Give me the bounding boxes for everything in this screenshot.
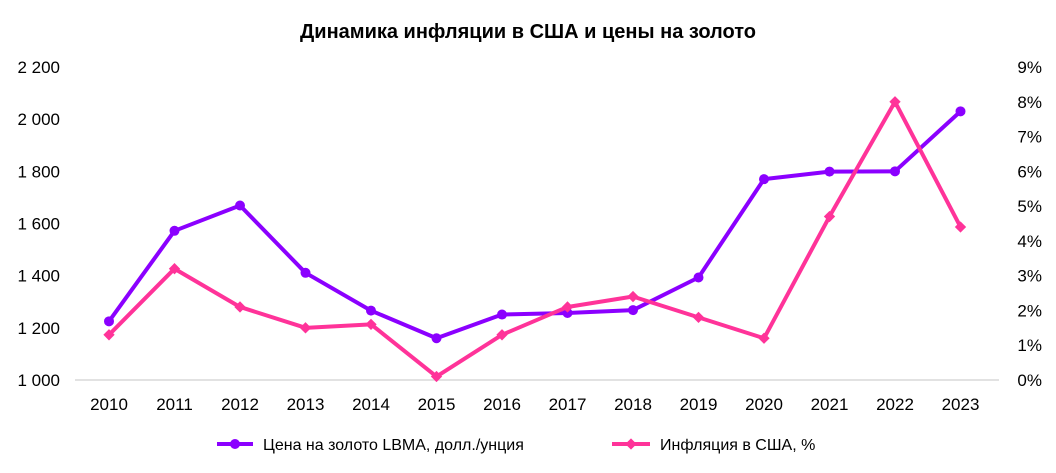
legend-gold-label: Цена на золото LBMA, долл./унция	[263, 437, 524, 454]
data-point-inflation	[692, 311, 705, 324]
data-point-inflation	[627, 290, 639, 303]
left-tick-label: 1 400	[17, 267, 60, 286]
data-point-inflation	[758, 332, 770, 344]
data-point-inflation	[430, 370, 443, 383]
left-tick-label: 1 800	[17, 162, 60, 181]
legend-item-inflation: Инфляция в США, %	[612, 437, 815, 454]
x-tick-label: 2011	[156, 395, 193, 414]
data-point-gold-price	[562, 307, 573, 318]
right-tick-label: 7%	[1017, 128, 1042, 147]
data-point-gold-price	[824, 166, 835, 177]
data-point-inflation	[299, 322, 312, 334]
data-point-gold-price	[235, 200, 245, 211]
data-point-gold-price	[104, 316, 114, 327]
left-tick-label: 1 000	[17, 371, 60, 390]
data-point-inflation	[561, 301, 574, 313]
x-tick-label: 2017	[549, 395, 587, 414]
right-tick-label: 5%	[1017, 197, 1042, 216]
data-point-gold-price	[431, 333, 442, 344]
x-tick-label: 2023	[942, 395, 980, 414]
legend-inflation-label: Инфляция в США, %	[660, 437, 815, 454]
data-point-gold-price	[628, 305, 638, 316]
x-tick-label: 2014	[352, 395, 390, 414]
x-tick-label: 2018	[614, 395, 652, 414]
data-point-gold-price	[497, 309, 507, 320]
data-point-gold-price	[693, 272, 704, 283]
x-axis-ticks: 2010 2011 2012 2013 2014 2015 2016 2017 2018 2019…	[90, 395, 979, 414]
x-tick-label: 2012	[221, 395, 259, 414]
series-line-inflation	[107, 99, 963, 379]
data-point-gold-price	[300, 267, 311, 278]
legend: Цена на золото LBMA, долл./унция Инфляци…	[217, 437, 815, 454]
left-axis-ticks: 1 000 1 200 1 400 1 600 1 800 2 000 2 200	[17, 58, 60, 390]
x-tick-label: 2016	[483, 395, 521, 414]
data-point-inflation	[365, 318, 377, 331]
data-point-gold-price	[890, 166, 900, 177]
data-point-inflation	[496, 329, 508, 341]
right-tick-label: 8%	[1017, 93, 1042, 112]
left-tick-label: 2 000	[17, 110, 60, 129]
data-point-gold-price	[955, 106, 966, 117]
x-tick-label: 2019	[680, 395, 718, 414]
right-tick-label: 4%	[1017, 232, 1042, 251]
legend-gold-marker	[230, 439, 240, 449]
data-point-gold-price	[759, 174, 769, 185]
right-axis-ticks: 0% 1% 2% 3% 4% 5% 6% 7% 8% 9%	[1017, 58, 1042, 390]
x-tick-label: 2022	[876, 395, 914, 414]
series-inflation	[103, 96, 967, 383]
series-layer	[103, 96, 967, 383]
left-tick-label: 1 200	[17, 319, 60, 338]
data-point-gold-price	[169, 225, 180, 236]
left-tick-label: 1 600	[17, 215, 60, 234]
x-tick-label: 2020	[745, 395, 783, 414]
x-tick-label: 2015	[418, 395, 456, 414]
right-tick-label: 6%	[1017, 162, 1042, 181]
data-point-inflation	[168, 263, 181, 275]
series-line-gold-price	[107, 109, 962, 341]
legend-inflation-marker	[625, 438, 637, 450]
right-tick-label: 0%	[1017, 371, 1042, 390]
chart-title: Динамика инфляции в США и цены на золото	[300, 21, 756, 43]
right-tick-label: 1%	[1017, 336, 1042, 355]
data-point-inflation	[954, 221, 967, 233]
left-tick-label: 2 200	[17, 58, 60, 77]
data-point-inflation	[234, 301, 246, 313]
right-tick-label: 9%	[1017, 58, 1042, 77]
right-tick-label: 2%	[1017, 301, 1042, 320]
right-tick-label: 3%	[1017, 267, 1042, 286]
data-point-gold-price	[366, 305, 376, 316]
x-tick-label: 2010	[90, 395, 128, 414]
x-tick-label: 2013	[287, 395, 325, 414]
series-gold-price	[104, 106, 966, 344]
legend-item-gold: Цена на золото LBMA, долл./унция	[217, 437, 524, 454]
data-point-inflation	[823, 210, 836, 223]
x-tick-label: 2021	[811, 395, 849, 414]
